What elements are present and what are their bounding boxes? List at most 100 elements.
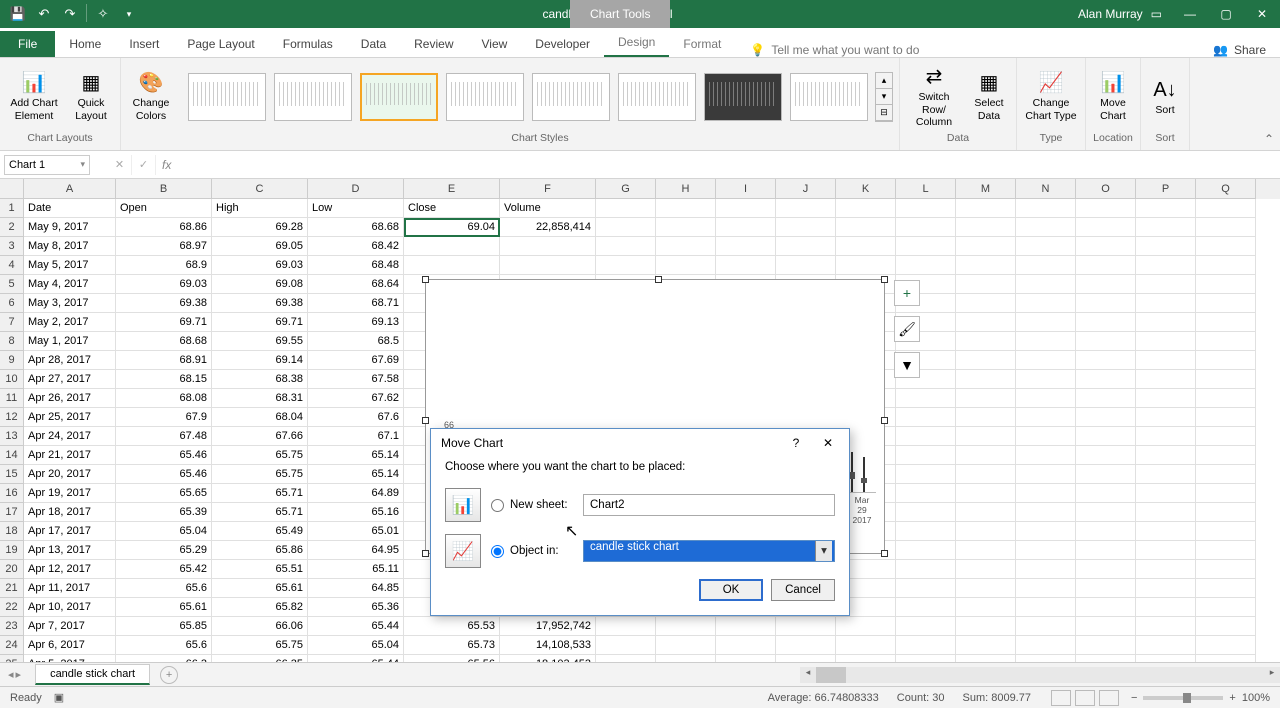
chart-style-8[interactable] bbox=[790, 73, 868, 121]
cell[interactable]: 69.08 bbox=[212, 275, 308, 294]
cell[interactable] bbox=[1016, 503, 1076, 522]
chart-style-7[interactable] bbox=[704, 73, 782, 121]
cell[interactable] bbox=[1076, 446, 1136, 465]
cell[interactable] bbox=[1136, 313, 1196, 332]
row-header[interactable]: 13 bbox=[0, 427, 24, 446]
cell[interactable] bbox=[656, 655, 716, 662]
cell[interactable] bbox=[1076, 275, 1136, 294]
share-button[interactable]: 👥 Share bbox=[1213, 43, 1266, 57]
cell[interactable] bbox=[1136, 408, 1196, 427]
cell[interactable] bbox=[1016, 218, 1076, 237]
cell[interactable] bbox=[896, 522, 956, 541]
cell[interactable]: 68.9 bbox=[116, 256, 212, 275]
cell[interactable]: May 2, 2017 bbox=[24, 313, 116, 332]
cell[interactable] bbox=[1016, 579, 1076, 598]
maximize-icon[interactable]: ▢ bbox=[1208, 0, 1244, 28]
cell[interactable] bbox=[956, 655, 1016, 662]
column-header[interactable]: A bbox=[24, 179, 116, 199]
cell[interactable] bbox=[1076, 218, 1136, 237]
cell[interactable] bbox=[500, 256, 596, 275]
cell[interactable] bbox=[1016, 275, 1076, 294]
zoom-level[interactable]: 100% bbox=[1242, 692, 1270, 704]
row-header[interactable]: 16 bbox=[0, 484, 24, 503]
cell[interactable]: Apr 26, 2017 bbox=[24, 389, 116, 408]
cell[interactable] bbox=[956, 560, 1016, 579]
cell[interactable]: 69.71 bbox=[116, 313, 212, 332]
cancel-entry-icon[interactable]: ✕ bbox=[108, 155, 132, 175]
column-header[interactable]: K bbox=[836, 179, 896, 199]
cell[interactable] bbox=[896, 427, 956, 446]
cell[interactable]: 65.29 bbox=[116, 541, 212, 560]
cell[interactable] bbox=[776, 617, 836, 636]
cell[interactable] bbox=[836, 636, 896, 655]
cell[interactable] bbox=[776, 256, 836, 275]
cell[interactable] bbox=[596, 199, 656, 218]
cell[interactable]: 65.04 bbox=[116, 522, 212, 541]
tab-insert[interactable]: Insert bbox=[115, 31, 173, 57]
cell[interactable] bbox=[956, 522, 1016, 541]
cell[interactable]: Apr 19, 2017 bbox=[24, 484, 116, 503]
cell[interactable] bbox=[404, 256, 500, 275]
cell[interactable]: Date bbox=[24, 199, 116, 218]
cell[interactable]: 65.11 bbox=[308, 560, 404, 579]
cell[interactable] bbox=[1016, 522, 1076, 541]
cell[interactable] bbox=[1016, 446, 1076, 465]
cell[interactable] bbox=[956, 199, 1016, 218]
column-header[interactable]: L bbox=[896, 179, 956, 199]
chart-style-2[interactable] bbox=[274, 73, 352, 121]
column-header[interactable]: H bbox=[656, 179, 716, 199]
cell[interactable] bbox=[1196, 218, 1256, 237]
cell[interactable]: 68.71 bbox=[308, 294, 404, 313]
cell[interactable] bbox=[596, 617, 656, 636]
cell[interactable] bbox=[1196, 522, 1256, 541]
cell[interactable]: 68.15 bbox=[116, 370, 212, 389]
cell[interactable] bbox=[896, 617, 956, 636]
cell[interactable] bbox=[776, 655, 836, 662]
cell[interactable] bbox=[596, 256, 656, 275]
cell[interactable]: 68.64 bbox=[308, 275, 404, 294]
cell[interactable]: 65.51 bbox=[212, 560, 308, 579]
cell[interactable] bbox=[836, 617, 896, 636]
cell[interactable] bbox=[1196, 294, 1256, 313]
cell[interactable]: 68.68 bbox=[116, 332, 212, 351]
cell[interactable] bbox=[956, 275, 1016, 294]
cell[interactable]: 14,108,533 bbox=[500, 636, 596, 655]
cell[interactable] bbox=[1196, 275, 1256, 294]
cell[interactable]: 68.38 bbox=[212, 370, 308, 389]
cell[interactable] bbox=[716, 636, 776, 655]
cell[interactable] bbox=[1076, 313, 1136, 332]
cell[interactable] bbox=[716, 617, 776, 636]
cell[interactable]: 64.95 bbox=[308, 541, 404, 560]
cell[interactable] bbox=[1016, 636, 1076, 655]
cell[interactable] bbox=[896, 560, 956, 579]
cell[interactable]: 67.62 bbox=[308, 389, 404, 408]
cell[interactable] bbox=[1136, 655, 1196, 662]
cell[interactable]: 65.53 bbox=[404, 617, 500, 636]
cell[interactable] bbox=[896, 389, 956, 408]
cell[interactable] bbox=[1136, 446, 1196, 465]
switch-row-column-button[interactable]: ⇄ Switch Row/ Column bbox=[906, 63, 962, 131]
cell[interactable] bbox=[956, 408, 1016, 427]
cell[interactable] bbox=[896, 446, 956, 465]
cell[interactable] bbox=[956, 389, 1016, 408]
select-data-button[interactable]: ▦ Select Data bbox=[968, 69, 1010, 124]
cell[interactable] bbox=[1136, 389, 1196, 408]
cell[interactable]: Apr 18, 2017 bbox=[24, 503, 116, 522]
cell[interactable]: Apr 12, 2017 bbox=[24, 560, 116, 579]
cell[interactable] bbox=[1016, 313, 1076, 332]
cell[interactable]: Apr 20, 2017 bbox=[24, 465, 116, 484]
cell[interactable] bbox=[1076, 465, 1136, 484]
cell[interactable]: 65.46 bbox=[116, 446, 212, 465]
cell[interactable] bbox=[836, 256, 896, 275]
cell[interactable]: 67.6 bbox=[308, 408, 404, 427]
cell[interactable] bbox=[776, 636, 836, 655]
dialog-help-icon[interactable]: ? bbox=[785, 432, 807, 454]
cell[interactable] bbox=[776, 199, 836, 218]
row-header[interactable]: 24 bbox=[0, 636, 24, 655]
chart-handle[interactable] bbox=[881, 417, 888, 424]
column-header[interactable]: N bbox=[1016, 179, 1076, 199]
cell[interactable]: Apr 17, 2017 bbox=[24, 522, 116, 541]
cell[interactable]: 65.36 bbox=[308, 598, 404, 617]
cell[interactable]: Open bbox=[116, 199, 212, 218]
row-header[interactable]: 14 bbox=[0, 446, 24, 465]
